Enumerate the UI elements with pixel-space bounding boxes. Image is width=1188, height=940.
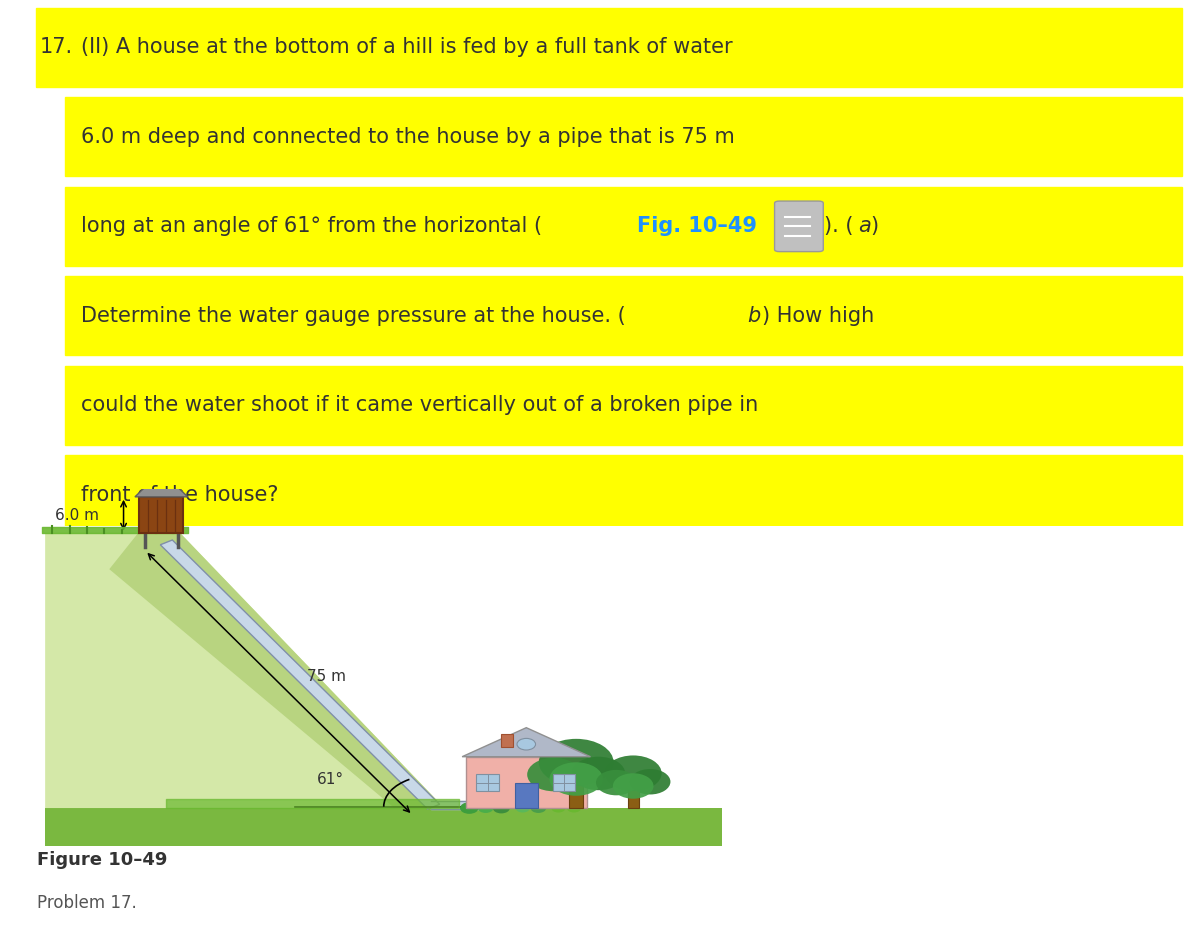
Circle shape	[551, 804, 565, 812]
Text: long at an angle of 61° from the horizontal (: long at an angle of 61° from the horizon…	[81, 216, 542, 236]
Bar	[627, 791, 639, 808]
Bar	[501, 734, 513, 747]
Text: 6.0 m deep and connected to the house by a pipe that is 75 m: 6.0 m deep and connected to the house by…	[81, 127, 734, 147]
Text: Problem 17.: Problem 17.	[37, 894, 137, 912]
Polygon shape	[462, 728, 590, 757]
Circle shape	[527, 758, 581, 791]
Bar	[65, 455, 1182, 534]
Bar	[476, 775, 499, 791]
Text: Determine the water gauge pressure at the house. (: Determine the water gauge pressure at th…	[81, 306, 626, 326]
Circle shape	[596, 770, 637, 795]
Bar	[552, 775, 575, 791]
Bar	[466, 757, 587, 808]
Bar	[569, 785, 583, 808]
Circle shape	[516, 804, 530, 812]
Text: front of the house?: front of the house?	[81, 485, 278, 505]
Circle shape	[613, 774, 653, 799]
Text: could the water shoot if it came vertically out of a broken pipe in: could the water shoot if it came vertica…	[81, 396, 758, 415]
Circle shape	[531, 803, 546, 813]
Bar	[514, 784, 538, 808]
Polygon shape	[45, 534, 444, 808]
Circle shape	[571, 757, 625, 791]
Text: a: a	[858, 216, 871, 236]
Bar	[36, 8, 1182, 86]
Circle shape	[460, 802, 479, 814]
Circle shape	[538, 739, 613, 786]
Bar	[65, 276, 1182, 355]
Circle shape	[517, 739, 536, 750]
Bar	[65, 187, 1182, 266]
Text: 17.: 17.	[39, 38, 72, 57]
Circle shape	[478, 803, 493, 813]
Text: Figure 10–49: Figure 10–49	[37, 852, 168, 870]
Text: b: b	[747, 306, 760, 326]
Polygon shape	[109, 534, 444, 808]
FancyBboxPatch shape	[775, 201, 823, 252]
Polygon shape	[160, 540, 440, 809]
Circle shape	[549, 762, 602, 796]
Circle shape	[567, 804, 581, 812]
Bar	[65, 366, 1182, 445]
Text: ) How high: ) How high	[762, 306, 873, 326]
Text: ): )	[871, 216, 879, 236]
Polygon shape	[135, 478, 188, 497]
Text: 6.0 m: 6.0 m	[55, 508, 99, 523]
Text: Fig. 10–49: Fig. 10–49	[637, 216, 757, 236]
Polygon shape	[45, 808, 722, 846]
Circle shape	[493, 803, 510, 813]
Text: 75 m: 75 m	[308, 668, 347, 683]
Text: 61°: 61°	[317, 772, 343, 787]
Circle shape	[630, 769, 670, 794]
Bar	[139, 497, 183, 534]
Text: ). (: ). (	[824, 216, 854, 236]
Bar	[65, 98, 1182, 177]
Text: (II) A house at the bottom of a hill is fed by a full tank of water: (II) A house at the bottom of a hill is …	[81, 38, 733, 57]
Circle shape	[605, 756, 662, 791]
